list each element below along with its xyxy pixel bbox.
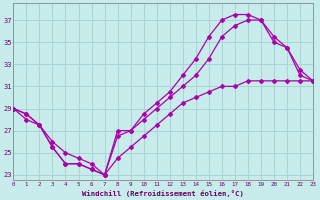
X-axis label: Windchill (Refroidissement éolien,°C): Windchill (Refroidissement éolien,°C) — [82, 190, 244, 197]
